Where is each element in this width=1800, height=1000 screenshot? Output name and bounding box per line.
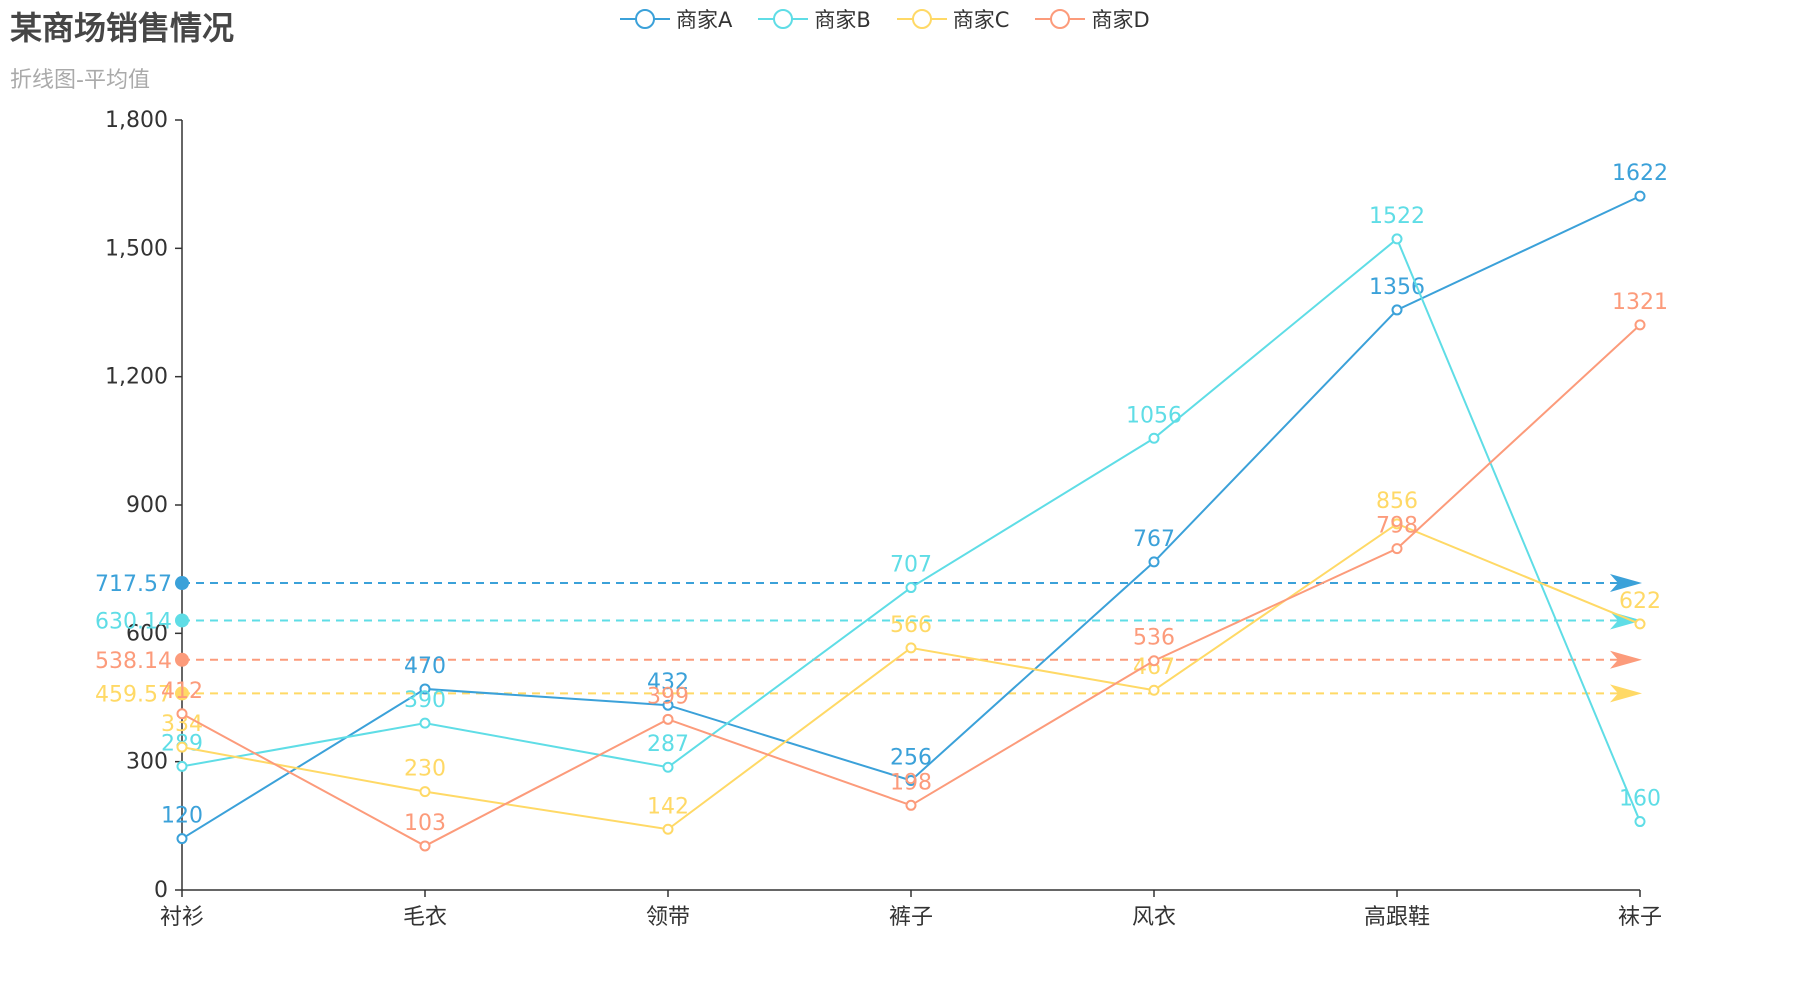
data-label: 103 [404, 811, 446, 836]
legend-item[interactable]: 商家C [896, 4, 1010, 34]
legend-label: 商家C [952, 8, 1010, 32]
legend-item[interactable]: 商家A [620, 4, 732, 34]
x-tick-label: 袜子 [1618, 905, 1662, 930]
data-point [905, 799, 917, 811]
data-point [1148, 655, 1160, 667]
data-label: 470 [404, 654, 446, 679]
data-label: 707 [890, 553, 932, 578]
data-point [419, 683, 431, 695]
x-tick-label: 高跟鞋 [1364, 905, 1430, 930]
data-point [419, 786, 431, 798]
data-point [1391, 304, 1403, 316]
chart-subtitle: 折线图-平均值 [10, 68, 150, 93]
average-label: 717.57 [95, 572, 172, 597]
average-arrow [1610, 650, 1642, 669]
legend-line-circle-icon [896, 7, 947, 31]
data-point [176, 741, 188, 753]
data-point [905, 642, 917, 654]
data-point [419, 717, 431, 729]
data-point [176, 708, 188, 720]
data-point [662, 761, 674, 773]
legend-label: 商家D [1091, 8, 1150, 32]
legend-label: 商家B [814, 8, 871, 32]
data-label: 230 [404, 757, 446, 782]
data-label: 622 [1619, 589, 1661, 614]
data-label: 390 [404, 688, 446, 713]
y-tick-label: 600 [126, 621, 168, 646]
data-point [905, 582, 917, 594]
data-point [662, 713, 674, 725]
y-tick-label: 900 [126, 493, 168, 518]
x-tick-label: 领带 [646, 905, 690, 930]
y-tick-label: 300 [126, 750, 168, 775]
data-label: 566 [890, 613, 932, 638]
average-start-dot [175, 576, 189, 591]
data-point [1634, 319, 1646, 331]
data-point [1391, 518, 1403, 530]
data-label: 120 [161, 804, 203, 829]
average-label: 459.57 [95, 682, 172, 707]
data-point [1634, 618, 1646, 630]
data-label: 856 [1376, 489, 1418, 514]
data-point [176, 760, 188, 772]
legend-label: 商家A [676, 8, 733, 32]
data-point [1148, 556, 1160, 568]
average-label: 630.14 [95, 609, 172, 634]
data-label: 1622 [1612, 161, 1668, 186]
y-tick-label: 0 [154, 878, 168, 903]
average-arrow [1610, 684, 1642, 703]
legend-line-circle-icon [758, 7, 809, 31]
x-tick-label: 裤子 [889, 905, 933, 930]
data-label: 160 [1619, 787, 1661, 812]
data-point [1391, 233, 1403, 245]
y-tick-label: 1,800 [105, 108, 168, 133]
data-point [1148, 432, 1160, 444]
data-label: 399 [647, 684, 689, 709]
legend: 商家A 商家B 商家C 商家D [620, 4, 1150, 34]
data-label: 256 [890, 745, 932, 770]
x-tick-label: 衬衫 [160, 905, 204, 930]
data-point [1391, 543, 1403, 555]
y-tick-label: 1,500 [105, 236, 168, 261]
data-point [662, 823, 674, 835]
data-label: 1056 [1126, 403, 1182, 428]
x-tick-label: 毛衣 [403, 905, 447, 930]
average-start-dot [175, 613, 189, 628]
average-arrow [1610, 574, 1642, 593]
data-point [419, 840, 431, 852]
data-label: 536 [1133, 626, 1175, 651]
legend-line-circle-icon [620, 7, 670, 31]
average-label: 538.14 [95, 649, 172, 674]
average-start-dot [175, 686, 189, 701]
data-label: 1321 [1612, 290, 1668, 315]
x-tick-label: 风衣 [1132, 905, 1176, 930]
data-point [905, 774, 917, 786]
y-tick-label: 1,200 [105, 365, 168, 390]
data-point [1634, 816, 1646, 828]
legend-item[interactable]: 商家D [1035, 4, 1150, 34]
data-label: 412 [161, 679, 203, 704]
chart-title: 某商场销售情况 [10, 9, 235, 47]
series-line [181, 237, 1641, 822]
data-point [1634, 190, 1646, 202]
data-label: 432 [647, 670, 689, 695]
data-label: 198 [890, 770, 932, 795]
data-point [176, 833, 188, 845]
data-label: 1522 [1369, 204, 1425, 229]
data-label: 287 [647, 732, 689, 757]
legend-item[interactable]: 商家B [758, 4, 871, 34]
data-label: 798 [1376, 514, 1418, 539]
legend-line-circle-icon [1035, 7, 1086, 31]
data-label: 142 [647, 794, 689, 819]
data-point [1148, 684, 1160, 696]
data-label: 767 [1133, 527, 1175, 552]
data-label: 1356 [1369, 275, 1425, 300]
average-start-dot [175, 652, 189, 667]
data-point [662, 699, 674, 711]
